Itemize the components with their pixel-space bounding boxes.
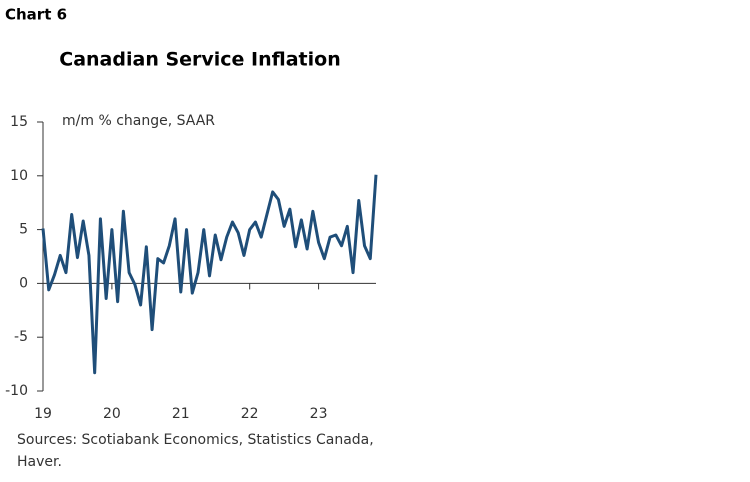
chart-title: Canadian Service Inflation [59,49,340,71]
y-tick-label: 0 [19,275,28,291]
x-tick-label: 20 [103,406,121,422]
y-tick-label: 5 [19,222,28,238]
x-tick-label: 19 [34,406,52,422]
x-tick-label: 21 [172,406,190,422]
y-tick-label: -10 [5,383,28,399]
line-series [41,174,378,375]
source: Sources: Scotiabank Economics, Statistic… [17,432,374,448]
x-tick-label: 22 [241,406,259,422]
chart-label: Chart 6 [5,6,67,24]
y-tick-label: -5 [14,329,28,345]
source: Haver. [17,454,62,470]
y-tick-label: 10 [10,168,28,184]
y-tick-label: 15 [10,114,28,130]
x-tick-label: 23 [310,406,328,422]
y-axis-label: m/m % change, SAAR [62,113,215,129]
